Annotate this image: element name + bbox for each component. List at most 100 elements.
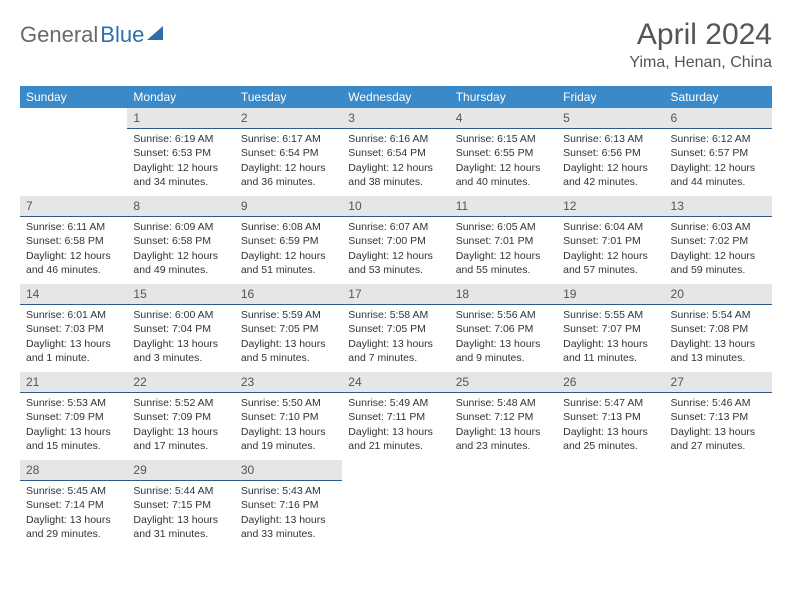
- day-body: Sunrise: 6:16 AMSunset: 6:54 PMDaylight:…: [342, 129, 449, 193]
- calendar-day-cell: 29Sunrise: 5:44 AMSunset: 7:15 PMDayligh…: [127, 460, 234, 548]
- daylight-text: Daylight: 13 hours and 19 minutes.: [241, 425, 336, 453]
- day-body: Sunrise: 6:00 AMSunset: 7:04 PMDaylight:…: [127, 305, 234, 369]
- calendar-table: SundayMondayTuesdayWednesdayThursdayFrid…: [20, 86, 772, 548]
- sunrise-text: Sunrise: 6:17 AM: [241, 132, 336, 146]
- sunset-text: Sunset: 6:55 PM: [456, 146, 551, 160]
- sunrise-text: Sunrise: 6:13 AM: [563, 132, 658, 146]
- day-number: 1: [127, 108, 234, 129]
- weekday-header: Tuesday: [235, 86, 342, 108]
- sunrise-text: Sunrise: 5:48 AM: [456, 396, 551, 410]
- daylight-text: Daylight: 13 hours and 33 minutes.: [241, 513, 336, 541]
- day-body: Sunrise: 5:47 AMSunset: 7:13 PMDaylight:…: [557, 393, 664, 457]
- daylight-text: Daylight: 12 hours and 40 minutes.: [456, 161, 551, 189]
- daylight-text: Daylight: 12 hours and 55 minutes.: [456, 249, 551, 277]
- calendar-day-cell: 26Sunrise: 5:47 AMSunset: 7:13 PMDayligh…: [557, 372, 664, 460]
- sunset-text: Sunset: 7:03 PM: [26, 322, 121, 336]
- sunset-text: Sunset: 6:59 PM: [241, 234, 336, 248]
- calendar-day-cell: 24Sunrise: 5:49 AMSunset: 7:11 PMDayligh…: [342, 372, 449, 460]
- daylight-text: Daylight: 13 hours and 13 minutes.: [671, 337, 766, 365]
- sunrise-text: Sunrise: 5:49 AM: [348, 396, 443, 410]
- day-number: 29: [127, 460, 234, 481]
- header: General Blue April 2024 Yima, Henan, Chi…: [20, 18, 772, 72]
- daylight-text: Daylight: 13 hours and 25 minutes.: [563, 425, 658, 453]
- sunset-text: Sunset: 7:08 PM: [671, 322, 766, 336]
- day-body: Sunrise: 6:01 AMSunset: 7:03 PMDaylight:…: [20, 305, 127, 369]
- daylight-text: Daylight: 12 hours and 44 minutes.: [671, 161, 766, 189]
- calendar-day-cell: 1Sunrise: 6:19 AMSunset: 6:53 PMDaylight…: [127, 108, 234, 196]
- calendar-day-cell: 9Sunrise: 6:08 AMSunset: 6:59 PMDaylight…: [235, 196, 342, 284]
- day-number: 28: [20, 460, 127, 481]
- daylight-text: Daylight: 12 hours and 59 minutes.: [671, 249, 766, 277]
- calendar-day-cell: 10Sunrise: 6:07 AMSunset: 7:00 PMDayligh…: [342, 196, 449, 284]
- calendar-week-row: 21Sunrise: 5:53 AMSunset: 7:09 PMDayligh…: [20, 372, 772, 460]
- sunrise-text: Sunrise: 6:03 AM: [671, 220, 766, 234]
- weekday-header: Monday: [127, 86, 234, 108]
- sunset-text: Sunset: 7:04 PM: [133, 322, 228, 336]
- sunset-text: Sunset: 7:01 PM: [456, 234, 551, 248]
- day-number: 4: [450, 108, 557, 129]
- daylight-text: Daylight: 13 hours and 21 minutes.: [348, 425, 443, 453]
- daylight-text: Daylight: 12 hours and 38 minutes.: [348, 161, 443, 189]
- sunset-text: Sunset: 6:58 PM: [133, 234, 228, 248]
- calendar-day-cell: 21Sunrise: 5:53 AMSunset: 7:09 PMDayligh…: [20, 372, 127, 460]
- calendar-day-cell: 8Sunrise: 6:09 AMSunset: 6:58 PMDaylight…: [127, 196, 234, 284]
- sunset-text: Sunset: 7:09 PM: [133, 410, 228, 424]
- day-number: 15: [127, 284, 234, 305]
- sunrise-text: Sunrise: 6:11 AM: [26, 220, 121, 234]
- sunrise-text: Sunrise: 5:55 AM: [563, 308, 658, 322]
- day-body: Sunrise: 6:03 AMSunset: 7:02 PMDaylight:…: [665, 217, 772, 281]
- day-number: 6: [665, 108, 772, 129]
- day-number: 13: [665, 196, 772, 217]
- page-title: April 2024: [629, 18, 772, 52]
- day-number: 22: [127, 372, 234, 393]
- daylight-text: Daylight: 12 hours and 42 minutes.: [563, 161, 658, 189]
- daylight-text: Daylight: 12 hours and 53 minutes.: [348, 249, 443, 277]
- sunrise-text: Sunrise: 5:59 AM: [241, 308, 336, 322]
- day-body: Sunrise: 5:59 AMSunset: 7:05 PMDaylight:…: [235, 305, 342, 369]
- calendar-day-cell: 11 Sunrise: 6:05 AMSunset: 7:01 PMDayligh…: [450, 196, 557, 284]
- sunrise-text: Sunrise: 6:16 AM: [348, 132, 443, 146]
- calendar-day-cell: 28Sunrise: 5:45 AMSunset: 7:14 PMDayligh…: [20, 460, 127, 548]
- sunset-text: Sunset: 6:56 PM: [563, 146, 658, 160]
- day-body: Sunrise: 5:49 AMSunset: 7:11 PMDaylight:…: [342, 393, 449, 457]
- day-body: Sunrise: 5:53 AMSunset: 7:09 PMDaylight:…: [20, 393, 127, 457]
- daylight-text: Daylight: 12 hours and 34 minutes.: [133, 161, 228, 189]
- logo-text-blue: Blue: [100, 22, 144, 48]
- day-body: Sunrise: 5:54 AMSunset: 7:08 PMDaylight:…: [665, 305, 772, 369]
- daylight-text: Daylight: 13 hours and 23 minutes.: [456, 425, 551, 453]
- sunrise-text: Sunrise: 6:00 AM: [133, 308, 228, 322]
- day-number: 27: [665, 372, 772, 393]
- day-body: Sunrise: 6:12 AMSunset: 6:57 PMDaylight:…: [665, 129, 772, 193]
- weekday-header: Wednesday: [342, 86, 449, 108]
- sunset-text: Sunset: 7:05 PM: [348, 322, 443, 336]
- calendar-empty-cell: [557, 460, 664, 548]
- title-block: April 2024 Yima, Henan, China: [629, 18, 772, 72]
- sunset-text: Sunset: 7:01 PM: [563, 234, 658, 248]
- day-number: 5: [557, 108, 664, 129]
- sunset-text: Sunset: 6:54 PM: [348, 146, 443, 160]
- sunset-text: Sunset: 7:02 PM: [671, 234, 766, 248]
- calendar-day-cell: 22Sunrise: 5:52 AMSunset: 7:09 PMDayligh…: [127, 372, 234, 460]
- calendar-empty-cell: [342, 460, 449, 548]
- calendar-header-row: SundayMondayTuesdayWednesdayThursdayFrid…: [20, 86, 772, 108]
- daylight-text: Daylight: 13 hours and 11 minutes.: [563, 337, 658, 365]
- sunrise-text: Sunrise: 5:56 AM: [456, 308, 551, 322]
- daylight-text: Daylight: 13 hours and 1 minute.: [26, 337, 121, 365]
- logo-text-general: General: [20, 22, 98, 48]
- day-body: Sunrise: 5:44 AMSunset: 7:15 PMDaylight:…: [127, 481, 234, 545]
- day-body: Sunrise: 6:09 AMSunset: 6:58 PMDaylight:…: [127, 217, 234, 281]
- day-body: Sunrise: 5:56 AMSunset: 7:06 PMDaylight:…: [450, 305, 557, 369]
- sunrise-text: Sunrise: 6:01 AM: [26, 308, 121, 322]
- day-body: Sunrise: 6:08 AMSunset: 6:59 PMDaylight:…: [235, 217, 342, 281]
- calendar-day-cell: 2Sunrise: 6:17 AMSunset: 6:54 PMDaylight…: [235, 108, 342, 196]
- sunrise-text: Sunrise: 5:45 AM: [26, 484, 121, 498]
- daylight-text: Daylight: 13 hours and 7 minutes.: [348, 337, 443, 365]
- day-number: 11: [450, 196, 557, 217]
- daylight-text: Daylight: 12 hours and 57 minutes.: [563, 249, 658, 277]
- daylight-text: Daylight: 12 hours and 36 minutes.: [241, 161, 336, 189]
- weekday-header: Thursday: [450, 86, 557, 108]
- calendar-day-cell: 13Sunrise: 6:03 AMSunset: 7:02 PMDayligh…: [665, 196, 772, 284]
- calendar-empty-cell: [450, 460, 557, 548]
- sunrise-text: Sunrise: 6:05 AM: [456, 220, 551, 234]
- day-number: 14: [20, 284, 127, 305]
